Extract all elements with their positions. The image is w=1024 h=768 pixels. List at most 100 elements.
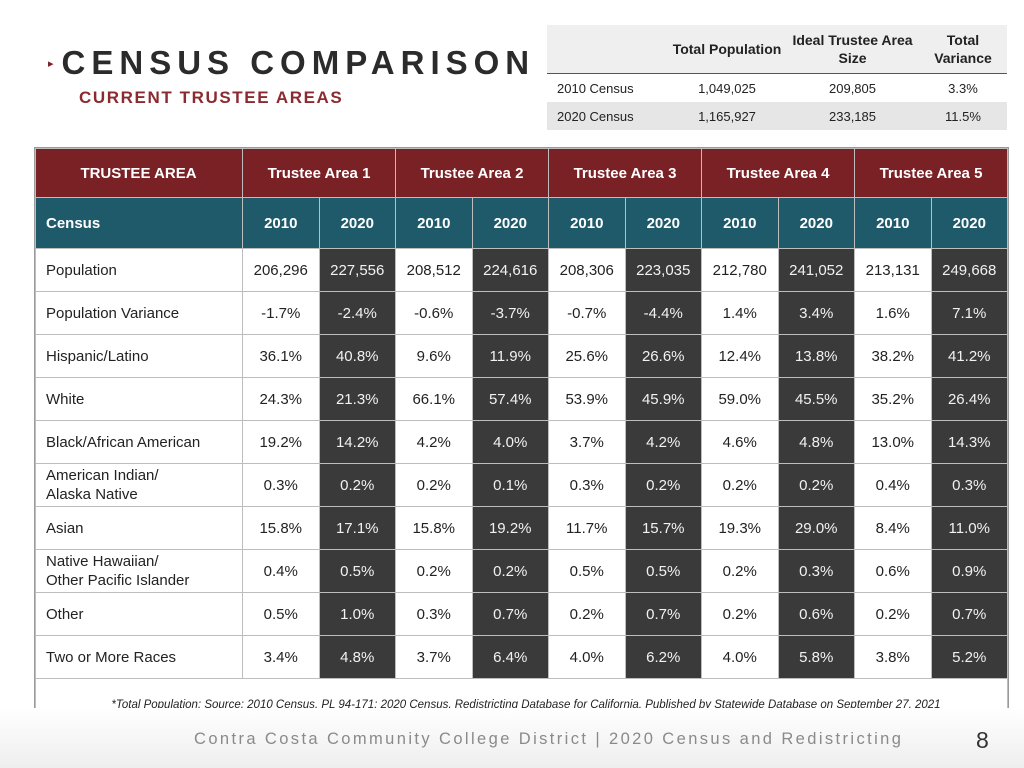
data-cell: 0.2%	[701, 549, 779, 593]
census-year-2010: 2010	[854, 197, 932, 249]
data-cell: 4.2%	[395, 420, 473, 464]
data-cell: 4.6%	[701, 420, 779, 464]
census-year-2020: 2020	[318, 197, 396, 249]
table-row: Two or More Races 3.4% 4.8% 3.7% 6.4% 4.0% 6.2…	[35, 635, 1008, 679]
trustee-area-corner: TRUSTEE AREA	[35, 148, 243, 198]
summary-header-blank	[547, 25, 668, 74]
footer-text: Contra Costa Community College District …	[194, 730, 904, 748]
table-row: Asian 15.8% 17.1% 15.8% 19.2% 11.7% 15.7% 19.3%…	[35, 506, 1008, 550]
table-row: Population Variance -1.7% -2.4% -0.6% -3.7% -…	[35, 291, 1008, 335]
table-row: Hispanic/Latino 36.1% 40.8% 9.6% 11.9% 25.6% 2…	[35, 334, 1008, 378]
row-label: White	[35, 377, 243, 421]
data-cell: 29.0%	[777, 506, 855, 550]
data-cell: 41.2%	[930, 334, 1008, 378]
row-label: Asian	[35, 506, 243, 550]
table-row: White 24.3% 21.3% 66.1% 57.4% 53.9% 45.9% 59.0%…	[35, 377, 1008, 421]
row-label: Native Hawaiian/Other Pacific Islander	[35, 549, 243, 593]
summary-variance-value: 3.3%	[948, 80, 978, 96]
data-cell: 8.4%	[854, 506, 932, 550]
data-cell: 249,668	[930, 248, 1008, 292]
census-year-2010: 2010	[548, 197, 626, 249]
data-cell: 0.2%	[701, 592, 779, 636]
data-cell: 36.1%	[242, 334, 320, 378]
title-block: ▸ CENSUS COMPARISON CURRENT TRUSTEE AREA…	[48, 44, 535, 108]
data-cell: 4.0%	[548, 635, 626, 679]
data-cell: 3.4%	[242, 635, 320, 679]
summary-population-value: 1,165,927	[698, 108, 756, 124]
data-cell: 1.6%	[854, 291, 932, 335]
data-cell: 11.0%	[930, 506, 1008, 550]
trustee-area-header-2: Trustee Area 2	[395, 148, 549, 198]
data-cell: 0.2%	[624, 463, 702, 507]
data-cell: 0.2%	[777, 463, 855, 507]
table-row: Other 0.5% 1.0% 0.3% 0.7% 0.2% 0.7% 0.2% 0.6% 0.2…	[35, 592, 1008, 636]
data-cell: 0.2%	[395, 463, 473, 507]
row-label: Population Variance	[35, 291, 243, 335]
arrow-bullet-icon: ▸	[48, 57, 54, 70]
data-cell: 5.2%	[930, 635, 1008, 679]
data-cell: 11.7%	[548, 506, 626, 550]
data-cell: 9.6%	[395, 334, 473, 378]
data-cell: 11.9%	[471, 334, 549, 378]
census-year-row: Census 2010 2020 2010 2020 2010 2020 2010 2020 2…	[35, 197, 1008, 249]
row-label: American Indian/Alaska Native	[35, 463, 243, 507]
table-row: Native Hawaiian/Other Pacific Islander 0.…	[35, 549, 1008, 593]
row-label: Hispanic/Latino	[35, 334, 243, 378]
data-cell: 57.4%	[471, 377, 549, 421]
trustee-area-header-1: Trustee Area 1	[242, 148, 396, 198]
row-label: Other	[35, 592, 243, 636]
data-cell: 45.5%	[777, 377, 855, 421]
data-cell: 0.2%	[395, 549, 473, 593]
data-cell: 0.3%	[548, 463, 626, 507]
data-cell: 0.9%	[930, 549, 1008, 593]
data-cell: 35.2%	[854, 377, 932, 421]
row-label-line: Alaska Native	[46, 486, 138, 503]
data-cell: 0.2%	[854, 592, 932, 636]
data-cell: 12.4%	[701, 334, 779, 378]
data-cell: 7.1%	[930, 291, 1008, 335]
title-row: ▸ CENSUS COMPARISON	[48, 44, 535, 82]
data-cell: 19.2%	[242, 420, 320, 464]
data-cell: 0.5%	[242, 592, 320, 636]
table-row: Black/African American 19.2% 14.2% 4.2% 4.0%…	[35, 420, 1008, 464]
summary-header-population: Total Population	[672, 41, 782, 57]
data-cell: -2.4%	[318, 291, 396, 335]
census-year-2020: 2020	[624, 197, 702, 249]
data-cell: 0.4%	[854, 463, 932, 507]
census-year-2010: 2010	[701, 197, 779, 249]
data-cell: 40.8%	[318, 334, 396, 378]
data-cell: 0.4%	[242, 549, 320, 593]
data-cell: 0.6%	[777, 592, 855, 636]
data-cell: -0.7%	[548, 291, 626, 335]
row-label: Two or More Races	[35, 635, 243, 679]
census-year-2020: 2020	[777, 197, 855, 249]
data-cell: 206,296	[242, 248, 320, 292]
data-cell: 38.2%	[854, 334, 932, 378]
data-cell: 15.7%	[624, 506, 702, 550]
data-cell: 4.8%	[318, 635, 396, 679]
data-cell: 15.8%	[242, 506, 320, 550]
data-cell: 0.3%	[242, 463, 320, 507]
data-cell: 227,556	[318, 248, 396, 292]
data-cell: 53.9%	[548, 377, 626, 421]
data-cell: -0.6%	[395, 291, 473, 335]
summary-row-label: 2020 Census	[557, 108, 634, 124]
data-cell: 0.7%	[930, 592, 1008, 636]
data-cell: 6.4%	[471, 635, 549, 679]
data-cell: 17.1%	[318, 506, 396, 550]
trustee-area-header-3: Trustee Area 3	[548, 148, 702, 198]
data-cell: 26.4%	[930, 377, 1008, 421]
summary-population-value: 1,049,025	[698, 80, 756, 96]
data-cell: 0.6%	[854, 549, 932, 593]
data-cell: 5.8%	[777, 635, 855, 679]
data-cell: 3.4%	[777, 291, 855, 335]
summary-row: 2020 Census 1,165,927 233,185 11.5%	[547, 102, 1007, 130]
summary-variance-value: 11.5%	[945, 108, 981, 124]
data-cell: 213,131	[854, 248, 932, 292]
data-cell: 224,616	[471, 248, 549, 292]
data-cell: 0.5%	[548, 549, 626, 593]
summary-row-label: 2010 Census	[557, 80, 634, 96]
data-cell: 4.0%	[471, 420, 549, 464]
census-year-2010: 2010	[395, 197, 473, 249]
data-cell: 3.7%	[395, 635, 473, 679]
